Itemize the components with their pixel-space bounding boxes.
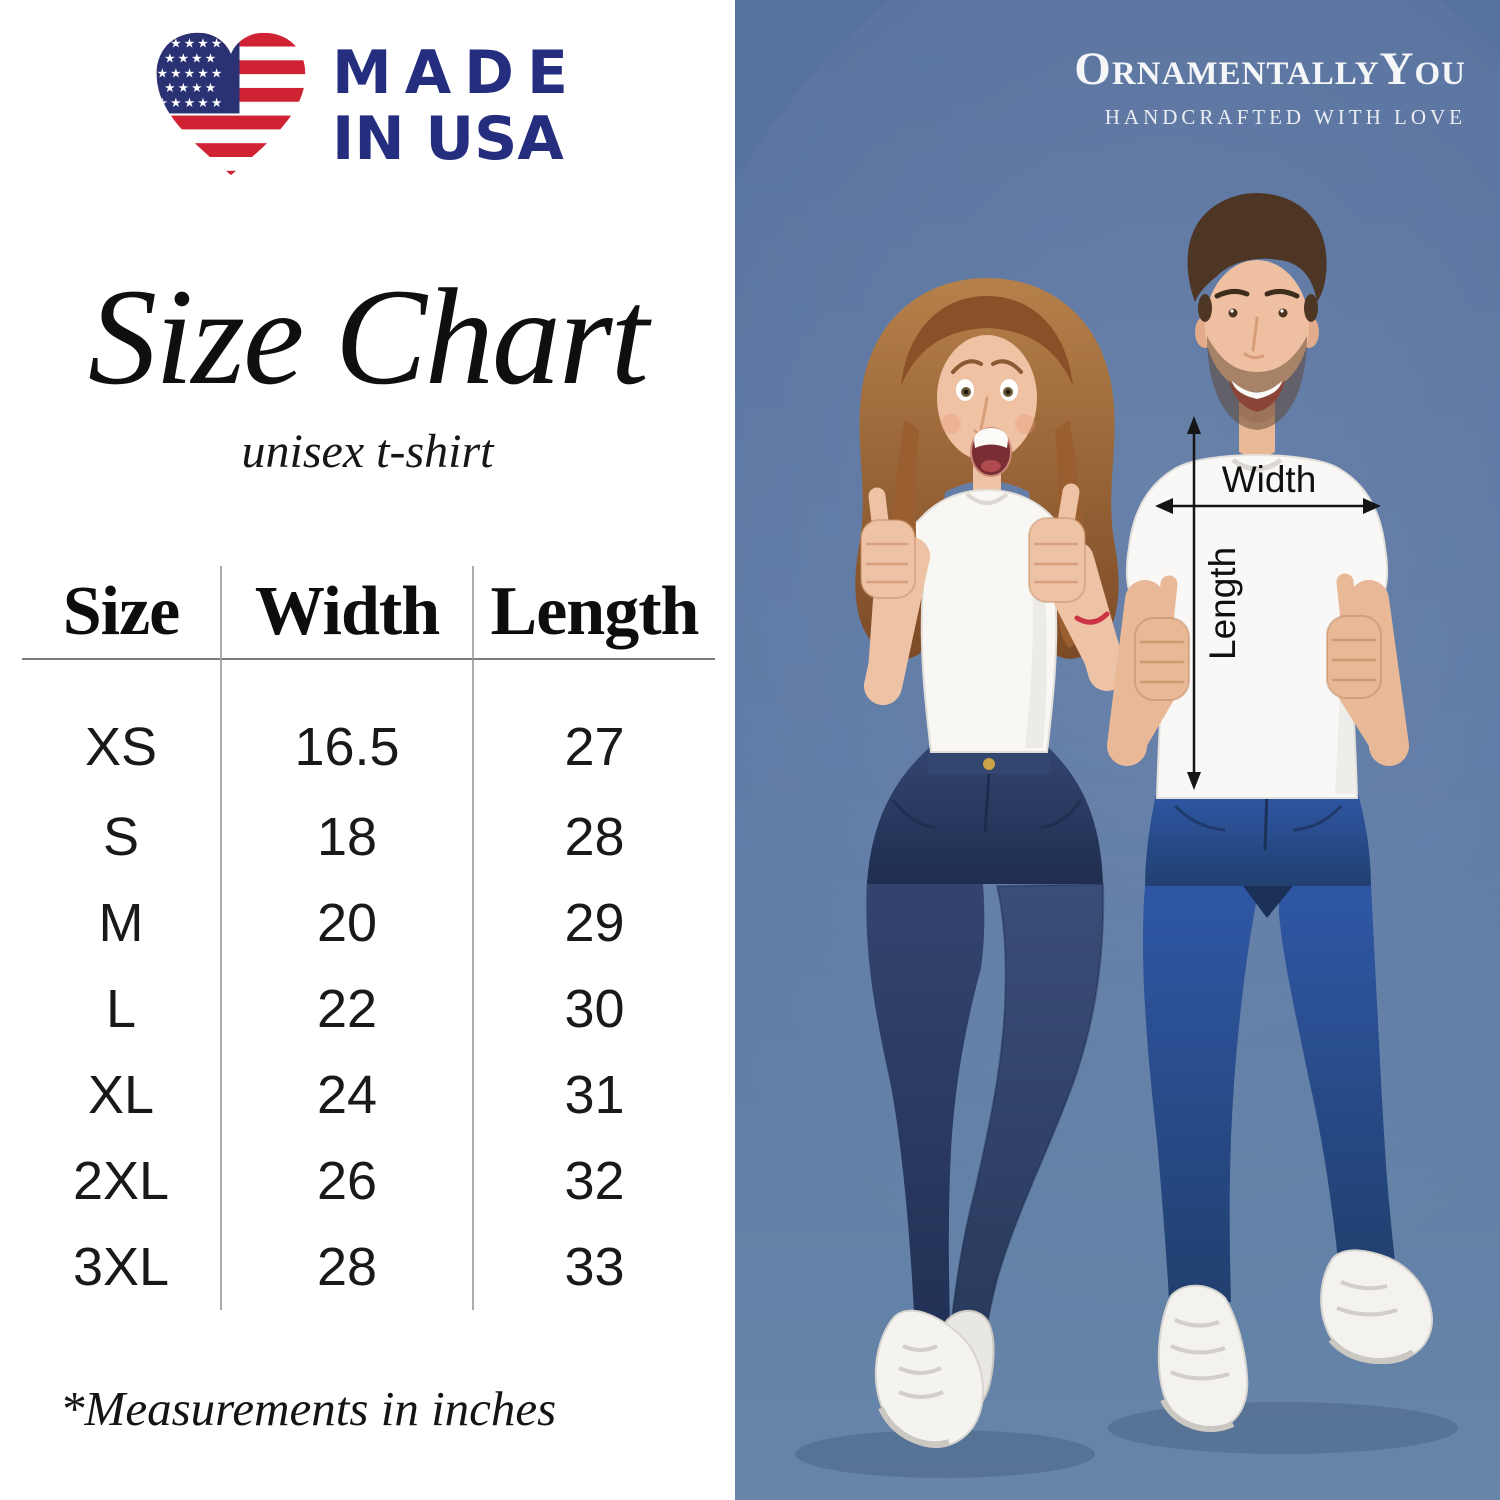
svg-text:★★★★★: ★★★★★ [157,37,225,52]
made-in-usa-text: MADE IN USA [332,40,581,172]
badge-line2: IN USA [332,104,564,174]
measurements-footnote: *Measurements in inches [60,1381,557,1436]
cell-length-M: 29 [564,893,625,953]
svg-text:★★★★: ★★★★ [164,51,218,66]
woman-right-fist [1028,517,1086,603]
size-table: Size Width Length XS 16.5 27 S 18 28 M 20 29 L 22 3… [22,566,715,1310]
cell-width-XL: 24 [220,1052,474,1138]
man-beard [1207,336,1307,430]
woman-left-fist [860,519,916,599]
measurement-annotations: Width Length [1155,416,1381,790]
woman-arms [860,483,1126,705]
photo-panel: OrnamentallyYou HANDCRAFTED WITH LOVE [735,0,1500,1500]
floor-shadow-woman [795,1430,1095,1478]
cell-width-S: 18 [220,794,474,880]
woman-face [937,335,1037,477]
cell-size-XL: XL [87,1065,155,1125]
cell-length-3XL: 33 [564,1237,625,1297]
usa-flag-heart-icon: ★★★★★ ★★★★ ★★★★★ ★★★★ ★★★★★ [156,32,306,176]
page-subtitle: unisex t-shirt [241,425,494,478]
man-right-thumb [1336,573,1358,629]
cell-width-L: 22 [220,966,474,1052]
woman-red-bracelet [1074,611,1110,625]
brand-block: OrnamentallyYou HANDCRAFTED WITH LOVE [1074,42,1466,130]
woman-jeans [866,746,1105,1402]
svg-text:★★★★★: ★★★★★ [157,66,225,81]
cell-size-S: S [102,807,140,867]
man-hair [1187,192,1327,302]
page-title: Size Chart [88,260,649,413]
cell-length-L: 30 [564,979,625,1039]
cell-width-XS: 16.5 [220,660,474,794]
cell-length-2XL: 32 [564,1151,625,1211]
man-jeans [1142,789,1395,1302]
cell-width-2XL: 26 [220,1138,474,1224]
cell-size-L: L [105,979,137,1039]
cell-size-XS: XS [84,717,158,777]
man-arms [1107,573,1409,766]
woman-figure [855,278,1126,1448]
cell-width-M: 20 [220,880,474,966]
header-size: Size [22,566,220,660]
man-left-fist [1134,617,1190,701]
info-panel: ★★★★★ ★★★★ ★★★★★ ★★★★ ★★★★★ MADE IN USA … [0,0,735,1500]
man-face [1195,260,1319,430]
man-left-thumb [1156,575,1178,631]
cell-length-S: 28 [564,807,625,867]
cell-length-XS: 27 [564,717,625,777]
brand-name: OrnamentallyYou [1074,43,1466,95]
badge-line1: MADE [332,38,581,108]
cell-length-XL: 31 [564,1065,625,1125]
cell-size-M: M [98,893,144,953]
header-width: Width [220,566,474,660]
floor-shadow-man [1108,1402,1458,1454]
cell-width-3XL: 28 [220,1224,474,1310]
man-figure [1107,192,1433,1433]
cell-size-3XL: 3XL [72,1237,170,1297]
width-label: Width [1222,459,1317,500]
man-right-fist [1326,615,1382,699]
length-label: Length [1202,547,1243,660]
woman-sneaker-front [874,1309,985,1448]
svg-text:★★★★★: ★★★★★ [157,96,225,111]
cell-size-2XL: 2XL [72,1151,170,1211]
header-length: Length [474,566,715,660]
man-sneaker-right [1320,1249,1433,1365]
made-in-usa-badge: ★★★★★ ★★★★ ★★★★★ ★★★★ ★★★★★ MADE IN USA [146,26,581,186]
woman-hair-front [901,296,1073,386]
man-smile [1229,380,1285,412]
svg-text:★★★★: ★★★★ [164,81,218,96]
brand-tagline: HANDCRAFTED WITH LOVE [1104,105,1466,129]
couple-photo: Width Length [735,0,1500,1500]
